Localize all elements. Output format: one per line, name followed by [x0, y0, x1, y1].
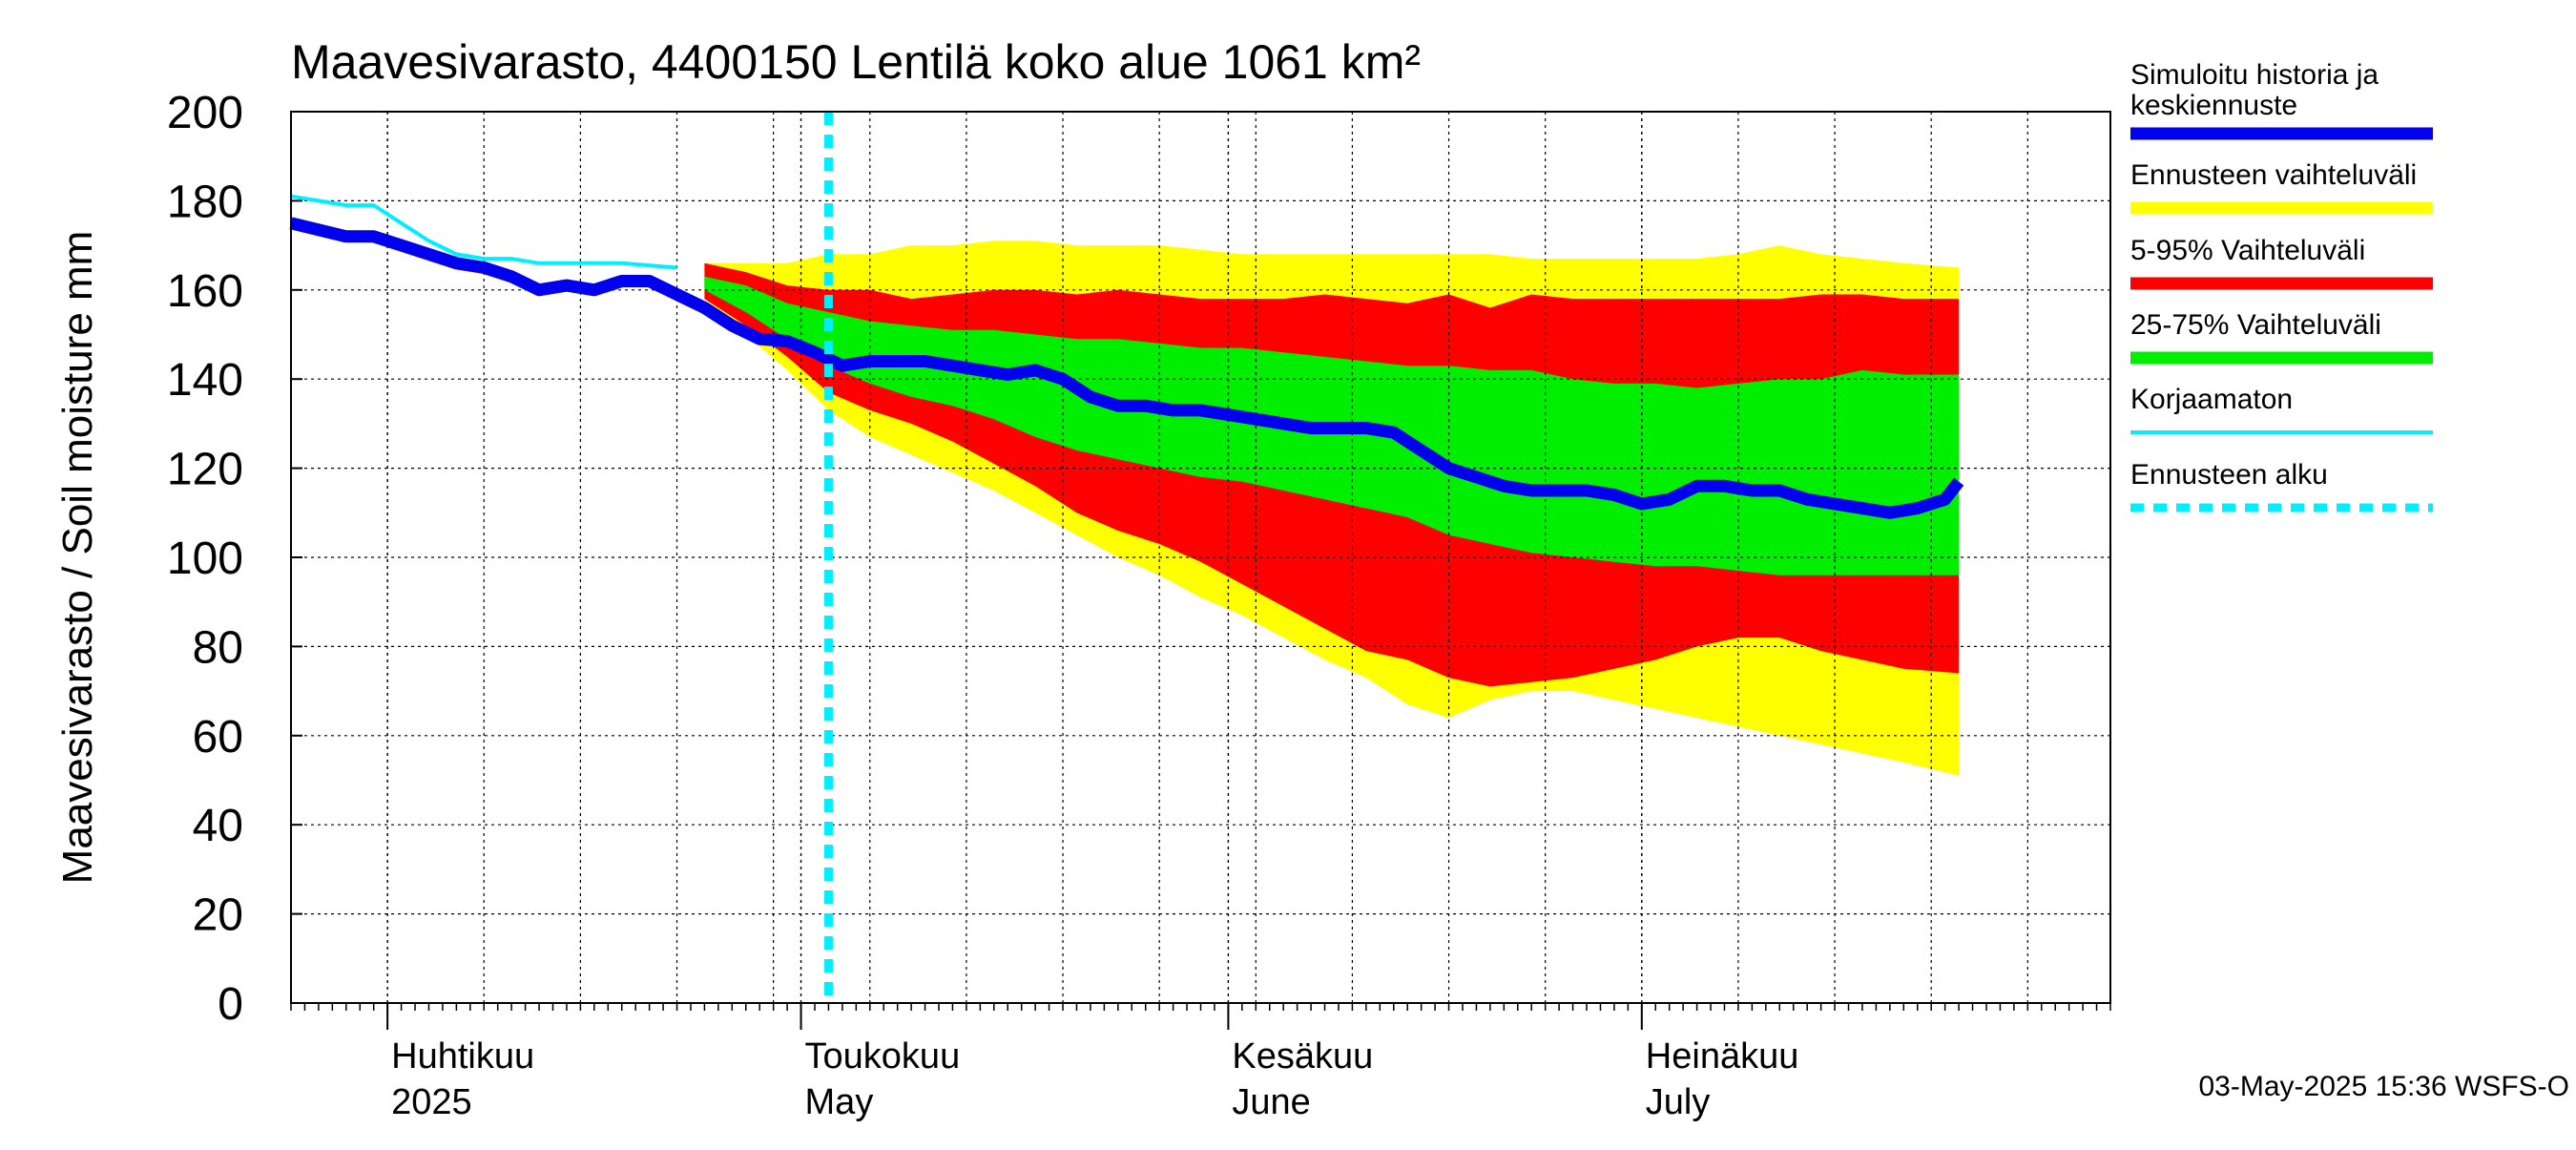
legend-item-korjaamaton: Korjaamaton — [2130, 384, 2433, 434]
y-tick-label: 180 — [167, 177, 243, 227]
legend-label: Ennusteen alku — [2130, 459, 2328, 491]
y-tick-label: 140 — [167, 355, 243, 406]
month-label-fi: Heinäkuu — [1646, 1036, 1799, 1077]
series-line-history-forecast — [289, 217, 1964, 519]
month-label-fi: Toukokuu — [805, 1036, 961, 1077]
legend-label: keskiennuste — [2130, 90, 2297, 121]
y-tick-label: 20 — [193, 890, 243, 941]
y-tick-label: 60 — [193, 712, 243, 763]
axes: 0 20 40 60 80 100 120 140 160 180 200 Huhtikuu 2025 T… — [167, 88, 2111, 1122]
forecast-bands — [704, 240, 1960, 776]
legend-label: 5-95% Vaihteluväli — [2130, 235, 2365, 266]
legend-label: 25-75% Vaihteluväli — [2130, 309, 2381, 341]
legend-item-25-75-vaihteluvali: 25-75% Vaihteluväli — [2130, 309, 2433, 365]
month-label-en: 2025 — [391, 1082, 472, 1122]
timestamp: 03-May-2025 15:36 WSFS-O — [2199, 1071, 2570, 1102]
legend-item-ennusteen-alku: Ennusteen alku — [2130, 459, 2433, 512]
y-tick-label: 40 — [193, 801, 243, 851]
y-tick-label: 80 — [193, 622, 243, 673]
legend-item-5-95-vaihteluvali: 5-95% Vaihteluväli — [2130, 235, 2433, 290]
y-tick-label: 100 — [167, 533, 243, 584]
series-lines — [289, 112, 1964, 1003]
month-label-fi: Kesäkuu — [1232, 1036, 1373, 1077]
month-label-en: July — [1646, 1082, 1711, 1122]
legend-item-ennusteen-vaihteluvali: Ennusteen vaihteluväli — [2130, 159, 2433, 215]
month-label-en: June — [1232, 1082, 1310, 1122]
legend-label: Simuloitu historia ja — [2130, 59, 2379, 91]
y-tick-label: 0 — [218, 979, 243, 1030]
legend-label: Korjaamaton — [2130, 384, 2293, 415]
y-axis-label: Maavesivarasto / Soil moisture mm — [54, 231, 101, 885]
month-label-en: May — [805, 1082, 874, 1122]
series-line-uncorrected — [290, 194, 677, 270]
y-tick-label: 120 — [167, 445, 243, 495]
y-tick-label: 200 — [167, 88, 243, 138]
chart-title: Maavesivarasto, 4400150 Lentilä koko alu… — [291, 35, 1421, 89]
month-label-fi: Huhtikuu — [391, 1036, 534, 1077]
y-tick-label: 160 — [167, 266, 243, 317]
legend-label: Ennusteen vaihteluväli — [2130, 159, 2417, 191]
